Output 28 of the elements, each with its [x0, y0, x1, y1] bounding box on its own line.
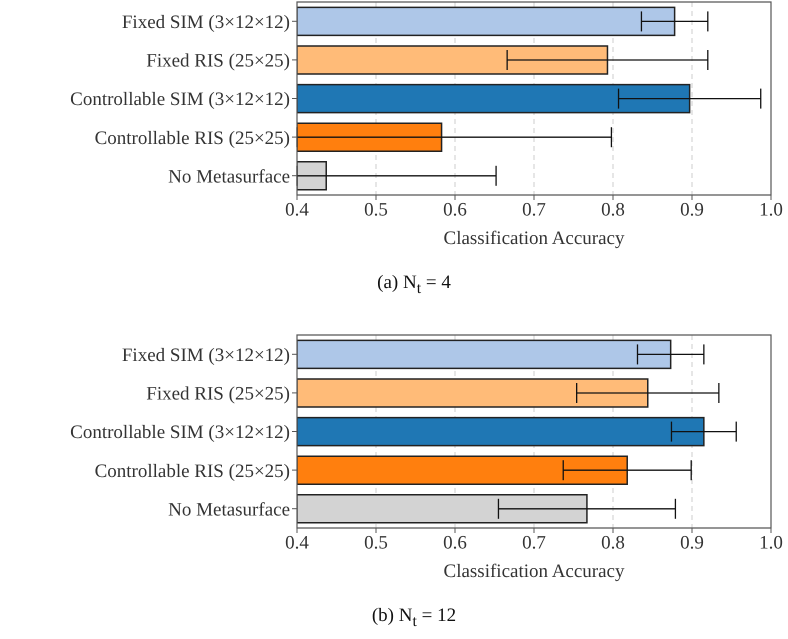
- x-tick-label: 0.8: [601, 199, 625, 220]
- y-tick-label: No Metasurface: [168, 166, 290, 188]
- x-tick-label: 0.7: [522, 199, 546, 220]
- y-tick-label: Fixed RIS (25×25): [146, 384, 290, 405]
- y-tick-label: Controllable RIS (25×25): [94, 460, 290, 482]
- x-tick-label: 0.5: [364, 199, 388, 220]
- text: (b) N$_{t}$ = 12: [370, 604, 458, 632]
- y-tick-label: Fixed SIM (3×12×12): [122, 345, 290, 366]
- text: (a) N$_{t}$ = 4: [376, 271, 452, 299]
- x-tick-label: 0.7: [522, 532, 546, 554]
- x-tick-label: 0.9: [680, 199, 704, 220]
- x-axis-title: Classification Accuracy: [444, 228, 625, 249]
- x-tick-label: 1.0: [759, 532, 783, 554]
- y-tick-label: Controllable SIM (3×12×12): [70, 422, 290, 444]
- x-tick-label: 0.6: [443, 532, 467, 554]
- y-tick-label: Fixed SIM (3×12×12): [122, 12, 290, 34]
- x-axis-title: Classification Accuracy: [444, 561, 625, 582]
- x-tick-label: 0.4: [285, 199, 310, 220]
- y-tick-label: Controllable RIS (25×25): [94, 128, 290, 149]
- x-tick-label: 0.4: [285, 532, 310, 554]
- y-tick-label: Fixed RIS (25×25): [146, 50, 290, 72]
- x-tick-label: 0.9: [680, 532, 704, 554]
- x-tick-label: 0.5: [364, 532, 388, 554]
- x-tick-label: 1.0: [759, 199, 783, 220]
- y-tick-label: No Metasurface: [168, 499, 290, 520]
- y-tick-label: Controllable SIM (3×12×12): [70, 89, 290, 110]
- x-tick-label: 0.8: [601, 532, 625, 554]
- x-tick-label: 0.6: [443, 199, 467, 220]
